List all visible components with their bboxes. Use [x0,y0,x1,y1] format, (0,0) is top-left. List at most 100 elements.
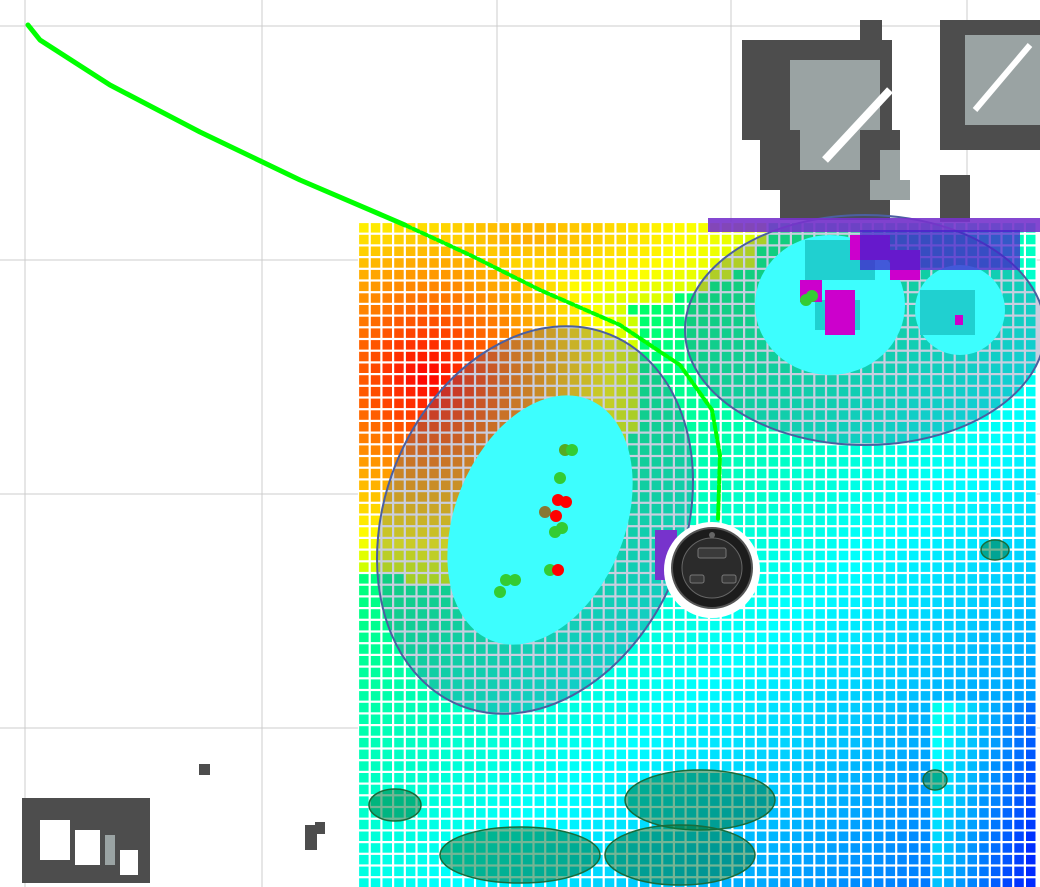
cost-cell [697,245,710,258]
cost-cell [825,584,838,597]
cost-cell [942,502,955,515]
cost-cell [860,526,873,539]
cost-cell [451,643,464,656]
cost-cell [474,268,487,281]
cost-cell [662,689,675,702]
cost-cell [626,338,639,351]
cost-cell [357,783,370,796]
cost-cell [381,584,394,597]
cost-cell [486,760,499,773]
cost-cell [837,760,850,773]
cost-cell [860,619,873,632]
cost-cell [662,491,675,503]
cost-cell [708,619,721,632]
cost-cell [825,865,838,878]
cost-cell [416,397,429,410]
cost-cell [1024,631,1037,644]
cost-cell [966,666,979,679]
cost-cell [428,327,441,340]
cost-cell [802,596,815,609]
cost-cell [603,818,616,831]
cost-cell [860,830,873,843]
cost-cell [591,830,604,843]
cost-cell [708,350,721,363]
cost-cell [779,713,792,726]
cost-cell [790,420,803,433]
cost-cell [697,257,710,269]
cost-cell [393,385,405,398]
cost-cell [662,245,675,258]
cost-cell [708,713,721,726]
cost-cell [790,479,803,492]
cost-cell [439,783,452,796]
cost-cell [393,760,405,773]
cost-cell [989,830,1002,843]
cost-cell [966,865,979,878]
obstacle-marker [554,472,566,484]
cost-cell [603,760,616,773]
cost-cell [942,678,955,691]
cost-cell [802,643,815,656]
cost-cell [603,233,616,246]
cost-cell [942,654,955,667]
cost-cell [743,701,756,714]
cost-cell [708,689,721,702]
cost-cell [755,736,768,749]
cost-cell [814,760,827,773]
cost-cell [884,350,897,363]
cost-cell [638,713,651,726]
cost-cell [954,374,967,386]
cost-cell [673,385,686,398]
turtlebot-robot-icon[interactable] [664,522,760,618]
cost-cell [416,327,429,340]
cost-cell [919,572,932,585]
cost-cell [767,771,780,784]
cost-cell [580,631,593,644]
cost-cell [896,444,909,457]
cost-cell [404,572,417,585]
cost-cell [404,268,417,281]
cost-cell [498,397,511,410]
cost-cell [603,292,616,305]
cost-cell [989,596,1002,609]
cost-cell [393,584,405,597]
cost-cell [369,245,382,258]
cost-cell [954,526,967,539]
cost-cell [860,420,873,433]
cost-cell [428,584,441,597]
cost-cell [439,584,452,597]
cost-cell [439,362,452,375]
cost-cell [790,678,803,691]
cost-cell [591,654,604,667]
cost-cell [919,701,932,714]
cost-cell [732,760,745,773]
cost-cell [1024,385,1037,398]
cost-cell [954,654,967,667]
cost-cell [568,327,581,340]
cost-cell [966,678,979,691]
cost-cell [720,409,733,422]
cost-cell [428,432,441,445]
cost-cell [860,491,873,503]
cost-cell [931,631,944,644]
cost-cell [521,233,534,246]
cost-cell [404,619,417,632]
cost-cell [814,502,827,515]
cost-cell [931,350,944,363]
cost-cell [1013,666,1026,679]
cost-cell [837,678,850,691]
cost-cell [989,865,1002,878]
cost-cell [755,643,768,656]
cost-cell [369,713,382,726]
cost-cell [977,877,990,887]
cost-cell [357,736,370,749]
cost-cell [755,654,768,667]
cost-cell [896,643,909,656]
cost-cell [732,280,745,293]
cost-cell [872,467,885,480]
cost-cell [662,420,675,433]
cost-cell [591,643,604,656]
cost-cell [486,654,499,667]
cost-cell [451,877,464,887]
